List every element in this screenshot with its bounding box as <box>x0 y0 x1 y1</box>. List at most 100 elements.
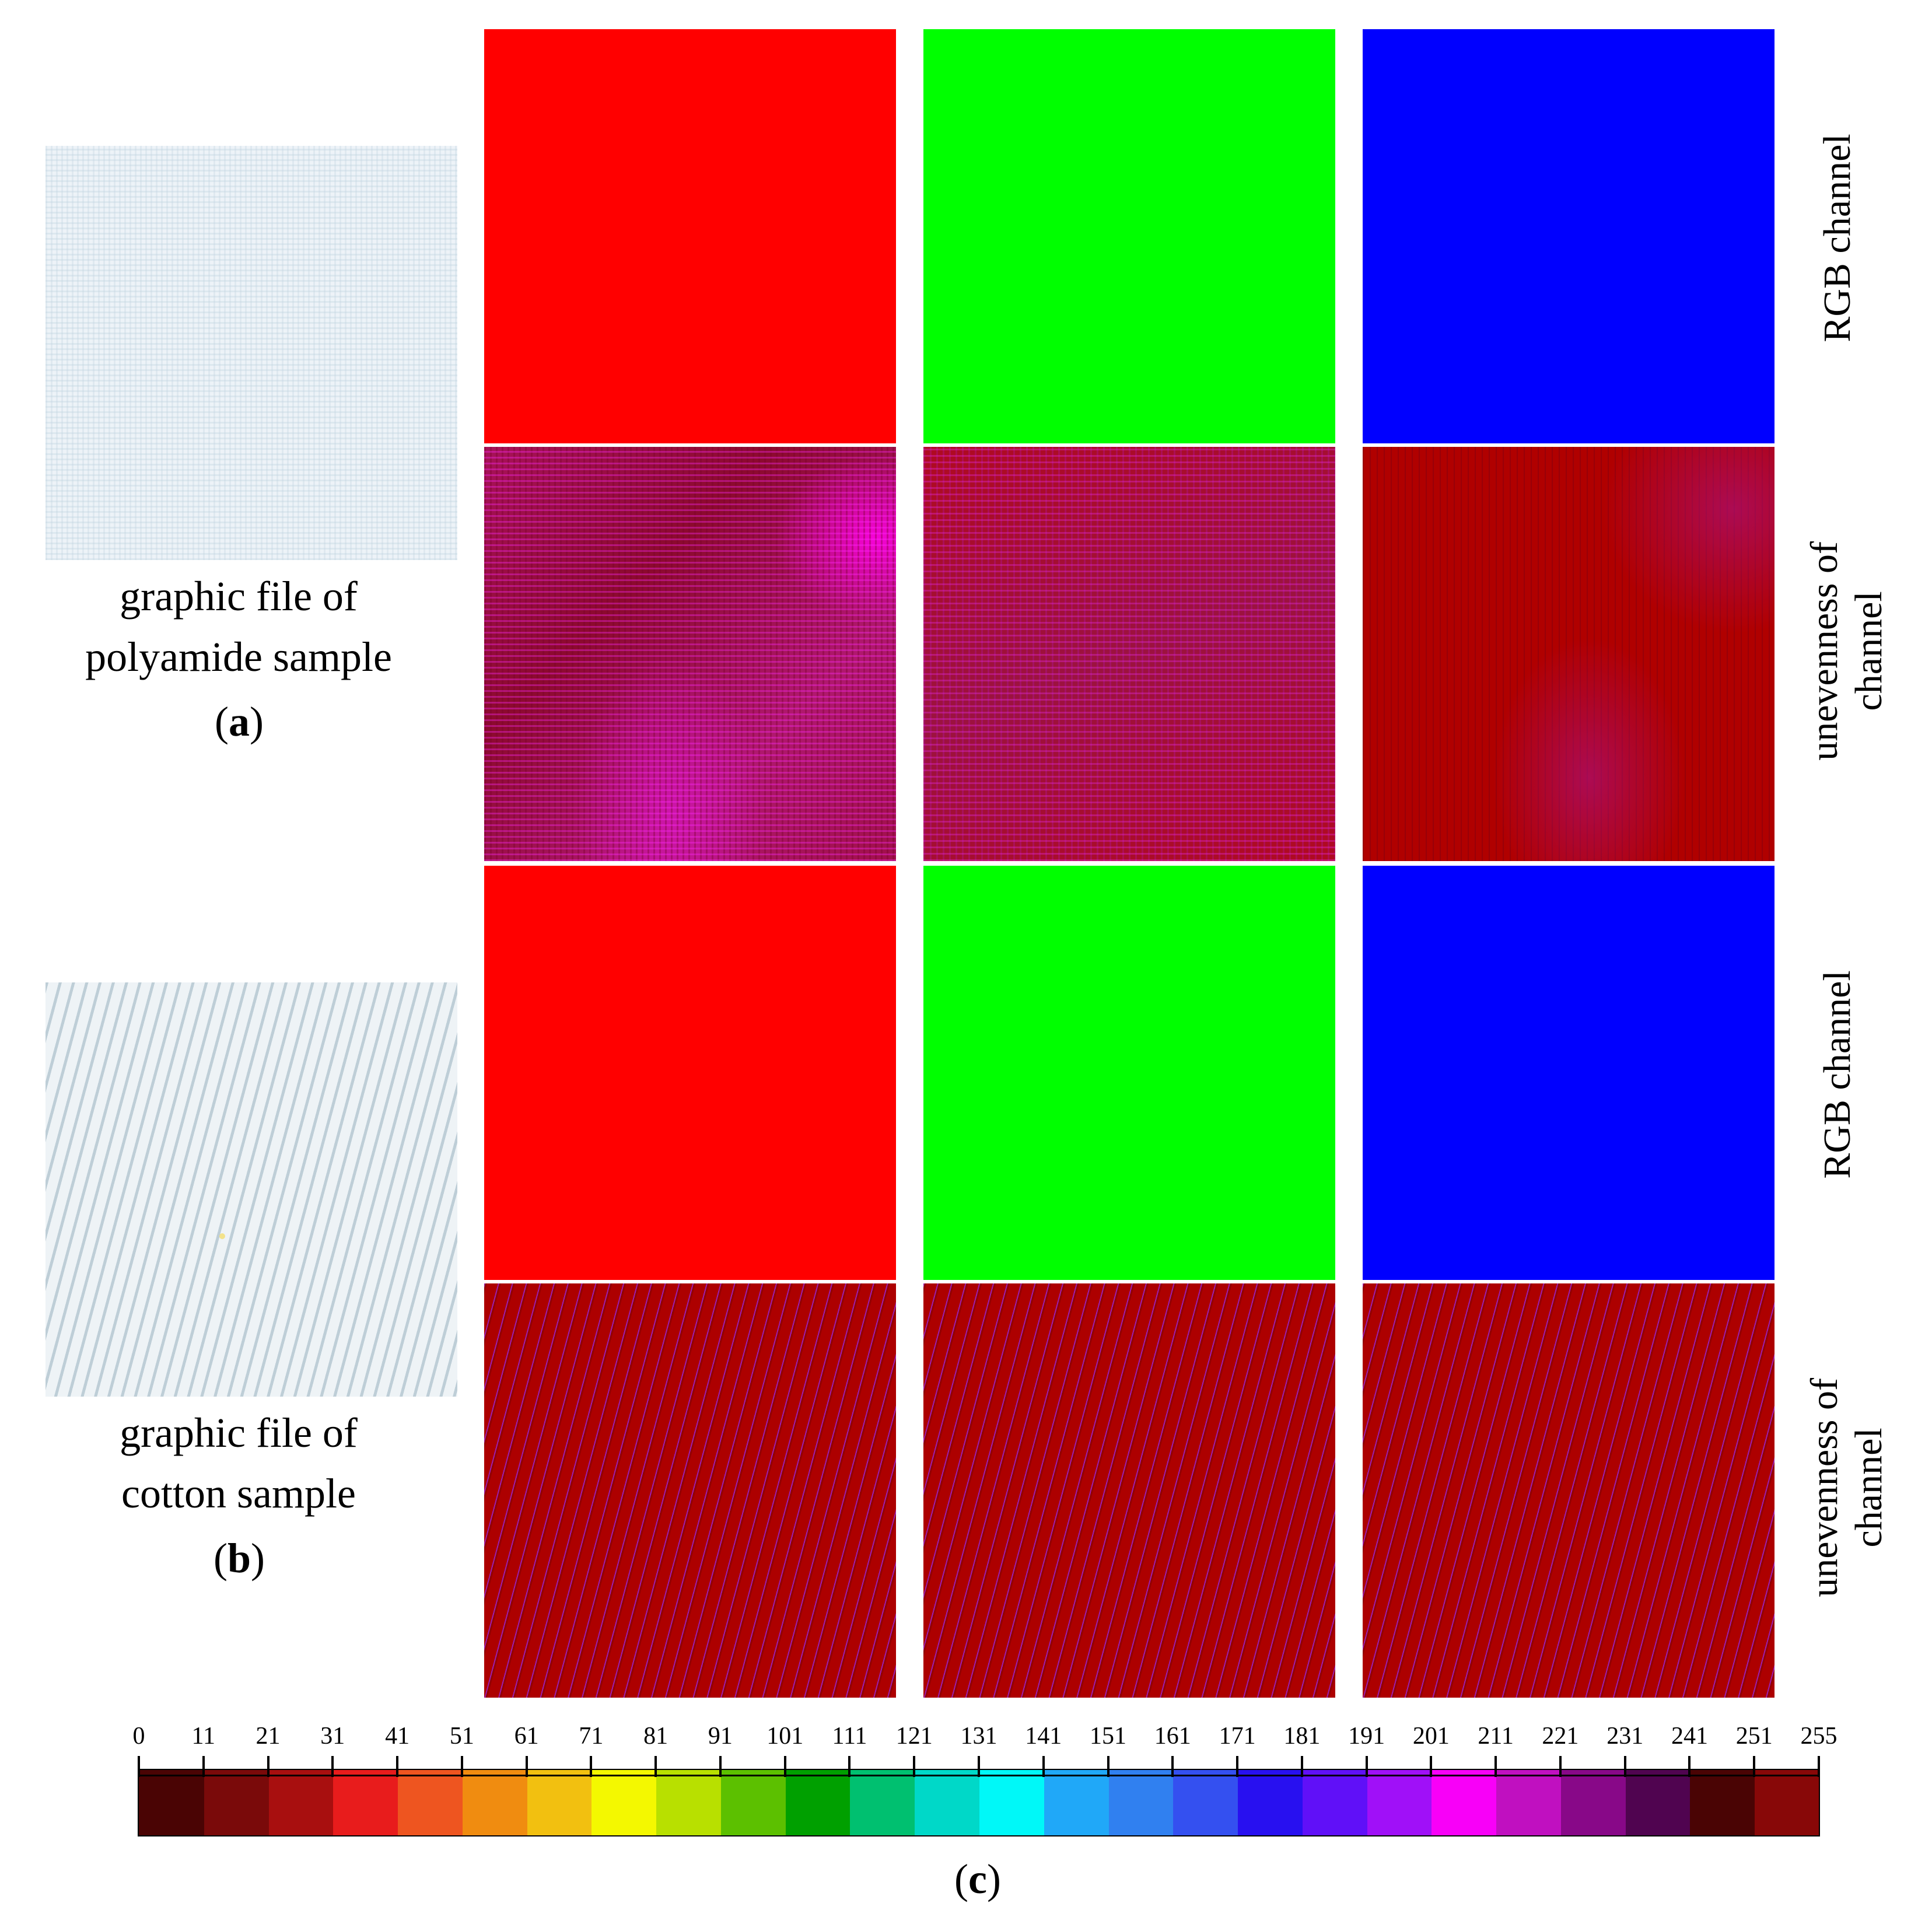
row-label-rgb-polyamide-text: RGB channel <box>1816 134 1859 342</box>
color-scale-tick-label: 151 <box>1090 1723 1127 1750</box>
color-scale-tick <box>1430 1756 1433 1777</box>
color-scale-axis <box>138 1775 1820 1776</box>
color-scale-tick-label: 221 <box>1542 1723 1579 1750</box>
cotton-caption-line2: cotton sample <box>121 1470 356 1517</box>
color-scale-tick <box>913 1756 916 1777</box>
color-scale-tick <box>978 1756 980 1777</box>
label-c-close: ) <box>986 1856 1001 1902</box>
cotton-red-unevenness <box>484 1283 896 1698</box>
color-scale-swatch <box>1625 1769 1690 1835</box>
color-scale-tick-label: 171 <box>1219 1723 1256 1750</box>
cotton-red-channel <box>484 866 896 1280</box>
color-scale-tick <box>202 1756 205 1777</box>
row-label-rgb-cotton-text: RGB channel <box>1816 970 1859 1179</box>
cotton-green-unevenness <box>923 1283 1335 1698</box>
polyamide-caption-line2: polyamide sample <box>85 634 392 680</box>
cotton-blue-channel <box>1363 866 1774 1280</box>
row-label-unevenness-cotton: unevenness of channel <box>1803 1313 1891 1663</box>
color-scale-tick <box>138 1756 140 1777</box>
label-b-open: ( <box>213 1535 228 1582</box>
color-scale-swatch <box>656 1769 721 1835</box>
color-scale-tick-label: 31 <box>320 1723 345 1750</box>
label-b-close: ) <box>251 1535 265 1582</box>
color-scale-tick-label: 51 <box>449 1723 474 1750</box>
color-scale-swatch <box>397 1769 463 1835</box>
color-scale-tick <box>267 1756 270 1777</box>
color-scale-swatch <box>591 1769 657 1835</box>
color-scale-tick-label: 11 <box>191 1723 215 1750</box>
color-scale-tick-label: 121 <box>895 1723 933 1750</box>
color-scale-tick-label: 241 <box>1671 1723 1708 1750</box>
color-scale-tick-label: 61 <box>514 1723 539 1750</box>
color-scale-tick-label: 211 <box>1478 1723 1514 1750</box>
polyamide-sample-image <box>46 146 457 560</box>
subfigure-label-a: (a) <box>198 698 280 746</box>
color-scale-tick <box>460 1756 463 1777</box>
color-scale-tick <box>783 1756 786 1777</box>
label-c-open: ( <box>954 1856 969 1902</box>
color-scale-tick-label: 71 <box>579 1723 604 1750</box>
color-scale-tick <box>1236 1756 1239 1777</box>
color-scale-tick-label: 41 <box>385 1723 410 1750</box>
color-scale-swatch <box>1237 1769 1303 1835</box>
polyamide-caption: graphic file of polyamide sample <box>33 566 444 687</box>
polyamide-blue-channel <box>1363 29 1774 443</box>
color-scale-swatch <box>1108 1769 1174 1835</box>
color-scale-swatch <box>1043 1769 1109 1835</box>
color-scale-swatch <box>139 1769 204 1835</box>
row-label-rgb-polyamide: RGB channel <box>1815 98 1860 378</box>
color-scale-tick-label: 231 <box>1606 1723 1644 1750</box>
color-scale-tick-label: 161 <box>1154 1723 1191 1750</box>
cotton-green-channel <box>923 866 1335 1280</box>
label-b-letter: b <box>227 1535 251 1582</box>
color-scale-swatch <box>332 1769 398 1835</box>
cotton-blue-unevenness <box>1363 1283 1774 1698</box>
polyamide-caption-line1: graphic file of <box>120 573 358 620</box>
color-scale-tick <box>396 1756 399 1777</box>
color-scale-swatch <box>268 1769 334 1835</box>
color-scale-tick <box>1559 1756 1562 1777</box>
polyamide-blue-unevenness <box>1363 447 1774 861</box>
color-scale-tick <box>1042 1756 1045 1777</box>
color-scale-tick <box>654 1756 657 1777</box>
cotton-sample-image <box>46 982 457 1397</box>
row-label-unevenness-cotton-line2: channel <box>1847 1428 1890 1548</box>
color-scale-tick <box>590 1756 593 1777</box>
cotton-caption: graphic file of cotton sample <box>33 1402 444 1524</box>
color-scale-swatch <box>979 1769 1044 1835</box>
polyamide-red-channel <box>484 29 896 443</box>
label-a-letter: a <box>229 698 250 745</box>
color-scale-swatch <box>849 1769 915 1835</box>
row-label-unevenness-polyamide: unevenness of channel <box>1803 476 1891 826</box>
color-scale-tick <box>1171 1756 1174 1777</box>
color-scale-tick-label: 101 <box>766 1723 804 1750</box>
color-scale-tick <box>1300 1756 1303 1777</box>
color-scale-swatch <box>914 1769 979 1835</box>
color-scale-tick <box>1494 1756 1497 1777</box>
label-a-close: ) <box>250 698 264 745</box>
color-scale-swatch <box>1754 1769 1819 1835</box>
subfigure-label-b: (b) <box>198 1534 280 1583</box>
subfigure-label-c: (c) <box>937 1855 1019 1904</box>
color-scale-swatch <box>1431 1769 1497 1835</box>
color-scale-tick-label: 181 <box>1283 1723 1321 1750</box>
color-scale-tick <box>1365 1756 1368 1777</box>
color-scale-tick <box>1753 1756 1756 1777</box>
color-scale-swatch <box>1689 1769 1755 1835</box>
color-scale-tick <box>525 1756 528 1777</box>
row-label-unevenness-polyamide-line2: channel <box>1847 591 1890 711</box>
color-scale-tick-label: 111 <box>832 1723 867 1750</box>
label-c-letter: c <box>968 1856 987 1902</box>
polyamide-red-unevenness <box>484 447 896 861</box>
color-scale-swatch <box>203 1769 269 1835</box>
cotton-caption-line1: graphic file of <box>120 1409 358 1456</box>
row-label-rgb-cotton: RGB channel <box>1815 935 1860 1215</box>
color-scale-tick-label: 0 <box>132 1723 145 1750</box>
color-scale-tick-label: 141 <box>1025 1723 1062 1750</box>
color-scale-tick-label: 201 <box>1412 1723 1450 1750</box>
color-scale-swatch <box>1560 1769 1626 1835</box>
color-scale-swatch <box>720 1769 786 1835</box>
color-scale-tick-label: 21 <box>256 1723 281 1750</box>
color-scale-tick <box>1818 1756 1820 1777</box>
color-scale-swatch <box>1496 1769 1561 1835</box>
